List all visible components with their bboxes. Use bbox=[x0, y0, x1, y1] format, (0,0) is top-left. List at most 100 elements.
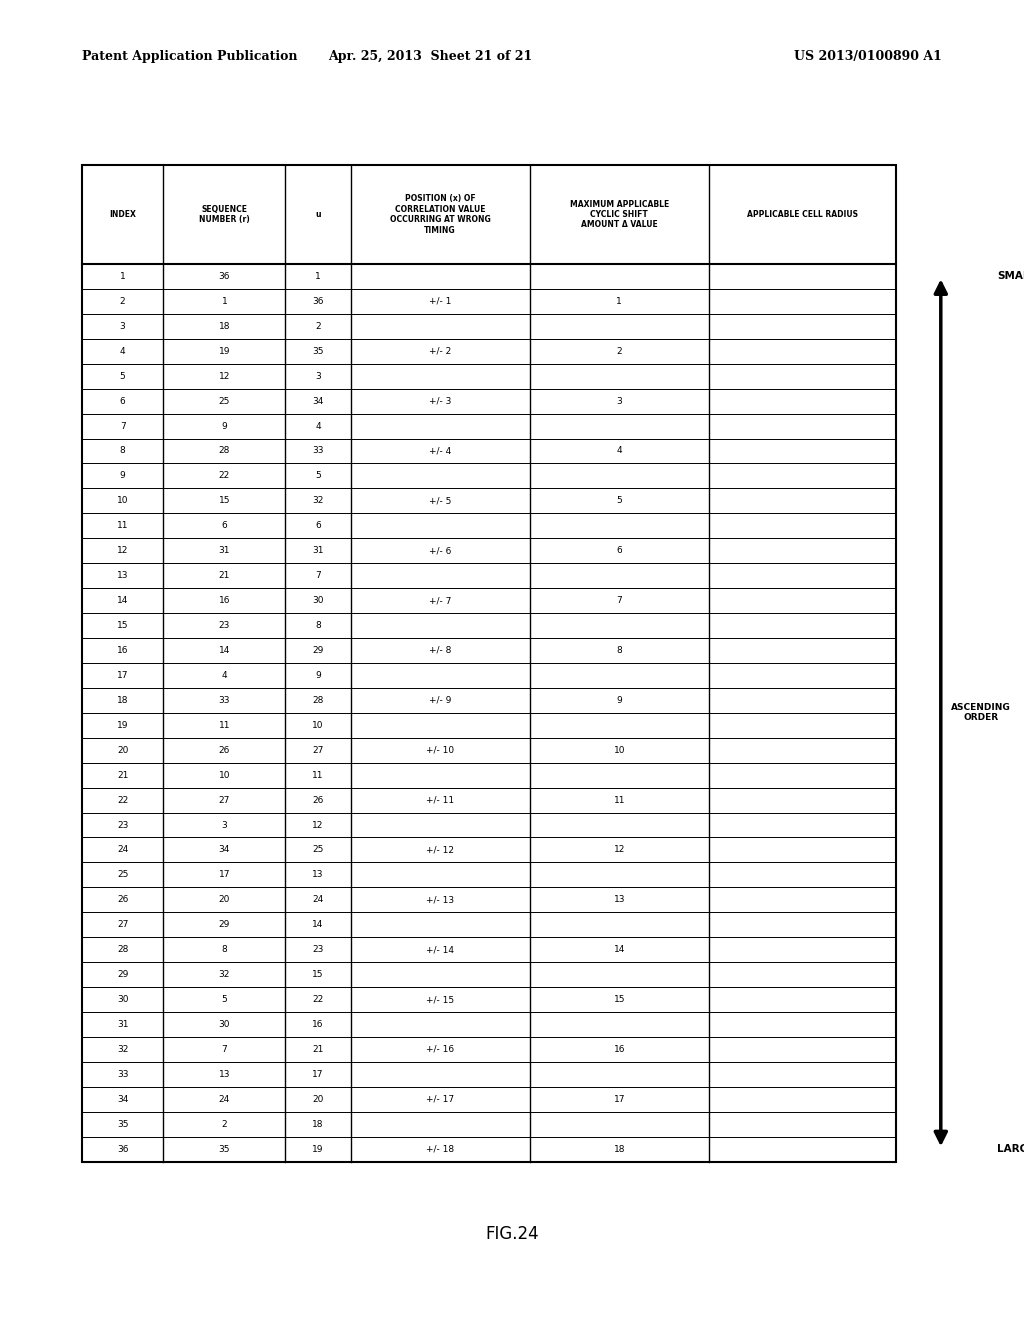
Text: 7: 7 bbox=[221, 1045, 227, 1053]
Text: +/- 9: +/- 9 bbox=[429, 696, 452, 705]
Text: SEQUENCE
NUMBER (r): SEQUENCE NUMBER (r) bbox=[199, 205, 250, 224]
Text: 3: 3 bbox=[616, 396, 623, 405]
Text: 34: 34 bbox=[219, 845, 230, 854]
Text: 18: 18 bbox=[117, 696, 128, 705]
Text: +/- 5: +/- 5 bbox=[429, 496, 452, 506]
Text: 27: 27 bbox=[117, 920, 128, 929]
Text: 11: 11 bbox=[613, 796, 625, 805]
Text: +/- 6: +/- 6 bbox=[429, 546, 452, 556]
Text: 33: 33 bbox=[312, 446, 324, 455]
Text: +/- 15: +/- 15 bbox=[426, 995, 455, 1005]
Text: 4: 4 bbox=[120, 347, 125, 356]
Text: 12: 12 bbox=[312, 821, 324, 829]
Text: 22: 22 bbox=[117, 796, 128, 805]
Text: +/- 4: +/- 4 bbox=[429, 446, 452, 455]
Text: 1: 1 bbox=[315, 272, 321, 281]
Text: 15: 15 bbox=[219, 496, 230, 506]
Text: 2: 2 bbox=[616, 347, 622, 356]
Text: 2: 2 bbox=[315, 322, 321, 331]
Text: 8: 8 bbox=[221, 945, 227, 954]
Text: 4: 4 bbox=[221, 671, 227, 680]
Text: 17: 17 bbox=[219, 870, 230, 879]
Text: 30: 30 bbox=[219, 1020, 230, 1030]
Text: 33: 33 bbox=[117, 1069, 128, 1078]
Text: 14: 14 bbox=[219, 645, 230, 655]
Text: 20: 20 bbox=[219, 895, 230, 904]
Text: 10: 10 bbox=[312, 721, 324, 730]
Text: 24: 24 bbox=[117, 845, 128, 854]
Text: 18: 18 bbox=[613, 1144, 625, 1154]
Text: 32: 32 bbox=[219, 970, 230, 979]
Text: 1: 1 bbox=[616, 297, 623, 306]
Text: 24: 24 bbox=[219, 1094, 230, 1104]
Text: 23: 23 bbox=[312, 945, 324, 954]
Text: 17: 17 bbox=[117, 671, 128, 680]
Text: +/- 7: +/- 7 bbox=[429, 597, 452, 605]
Text: 20: 20 bbox=[117, 746, 128, 755]
Text: 18: 18 bbox=[219, 322, 230, 331]
Text: +/- 10: +/- 10 bbox=[426, 746, 455, 755]
Text: 34: 34 bbox=[312, 396, 324, 405]
Text: 3: 3 bbox=[315, 372, 321, 380]
Text: 7: 7 bbox=[315, 572, 321, 581]
Text: 29: 29 bbox=[117, 970, 128, 979]
Text: 5: 5 bbox=[221, 995, 227, 1005]
Text: 4: 4 bbox=[616, 446, 622, 455]
Text: 32: 32 bbox=[117, 1045, 128, 1053]
Text: 9: 9 bbox=[120, 471, 126, 480]
Text: 36: 36 bbox=[117, 1144, 128, 1154]
Text: 23: 23 bbox=[219, 620, 230, 630]
Text: 22: 22 bbox=[219, 471, 230, 480]
Text: MAXIMUM APPLICABLE
CYCLIC SHIFT
AMOUNT Δ VALUE: MAXIMUM APPLICABLE CYCLIC SHIFT AMOUNT Δ… bbox=[569, 199, 669, 230]
Text: 12: 12 bbox=[219, 372, 230, 380]
Text: 26: 26 bbox=[312, 796, 324, 805]
Text: 31: 31 bbox=[219, 546, 230, 556]
Text: US 2013/0100890 A1: US 2013/0100890 A1 bbox=[795, 50, 942, 63]
Text: 9: 9 bbox=[315, 671, 321, 680]
Text: APPLICABLE CELL RADIUS: APPLICABLE CELL RADIUS bbox=[746, 210, 858, 219]
Text: 8: 8 bbox=[120, 446, 126, 455]
Text: 1: 1 bbox=[120, 272, 126, 281]
Text: +/- 18: +/- 18 bbox=[426, 1144, 455, 1154]
Text: 12: 12 bbox=[117, 546, 128, 556]
Text: 27: 27 bbox=[219, 796, 230, 805]
Text: 9: 9 bbox=[616, 696, 623, 705]
Text: 26: 26 bbox=[219, 746, 230, 755]
Text: +/- 3: +/- 3 bbox=[429, 396, 452, 405]
Text: 13: 13 bbox=[117, 572, 128, 581]
Text: 4: 4 bbox=[315, 421, 321, 430]
Text: INDEX: INDEX bbox=[110, 210, 136, 219]
Text: 26: 26 bbox=[117, 895, 128, 904]
Text: 32: 32 bbox=[312, 496, 324, 506]
Text: 23: 23 bbox=[117, 821, 128, 829]
Text: SMALL: SMALL bbox=[997, 272, 1024, 281]
Text: 27: 27 bbox=[312, 746, 324, 755]
Text: 34: 34 bbox=[117, 1094, 128, 1104]
Text: 10: 10 bbox=[613, 746, 625, 755]
Text: 29: 29 bbox=[312, 645, 324, 655]
Text: Patent Application Publication: Patent Application Publication bbox=[82, 50, 297, 63]
Text: 6: 6 bbox=[221, 521, 227, 531]
Text: +/- 11: +/- 11 bbox=[426, 796, 455, 805]
Text: 2: 2 bbox=[120, 297, 125, 306]
Text: 25: 25 bbox=[312, 845, 324, 854]
Text: 11: 11 bbox=[312, 771, 324, 780]
Text: 31: 31 bbox=[117, 1020, 128, 1030]
Text: 10: 10 bbox=[117, 496, 128, 506]
Text: 8: 8 bbox=[315, 620, 321, 630]
Text: 20: 20 bbox=[312, 1094, 324, 1104]
Text: 28: 28 bbox=[219, 446, 230, 455]
Text: +/- 14: +/- 14 bbox=[426, 945, 454, 954]
Text: 29: 29 bbox=[219, 920, 230, 929]
Text: 33: 33 bbox=[219, 696, 230, 705]
Text: 2: 2 bbox=[221, 1119, 227, 1129]
Text: 11: 11 bbox=[117, 521, 128, 531]
Text: 21: 21 bbox=[219, 572, 230, 581]
Text: 16: 16 bbox=[219, 597, 230, 605]
Text: 24: 24 bbox=[312, 895, 324, 904]
Text: 22: 22 bbox=[312, 995, 324, 1005]
Text: 8: 8 bbox=[616, 645, 623, 655]
Text: 25: 25 bbox=[117, 870, 128, 879]
Text: 28: 28 bbox=[117, 945, 128, 954]
Text: 17: 17 bbox=[312, 1069, 324, 1078]
